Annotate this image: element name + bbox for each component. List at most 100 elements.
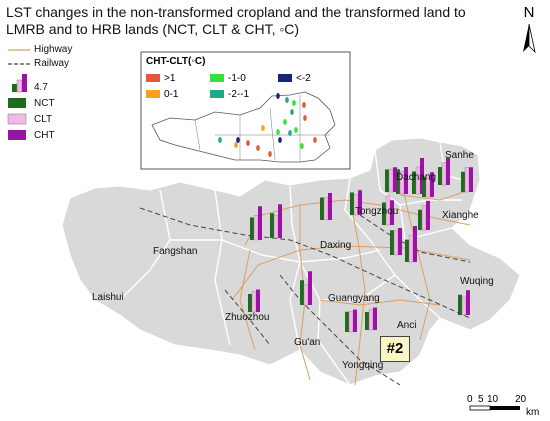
bar-group xyxy=(270,204,282,239)
bar-cht xyxy=(358,190,362,215)
north-arrow-icon xyxy=(523,23,536,54)
bar-cht xyxy=(308,271,312,305)
place-sanhe: Sanhe xyxy=(445,150,474,161)
bar-cht xyxy=(258,206,262,240)
bar-nct xyxy=(382,202,386,225)
bar-cht xyxy=(430,172,434,197)
bar-cht xyxy=(256,289,260,312)
legend-cht-swatch xyxy=(8,130,26,140)
place-anci: Anci xyxy=(397,320,417,331)
bar-cht xyxy=(466,290,470,315)
bar-nct xyxy=(300,280,304,305)
inset-class-2: <-2 xyxy=(278,73,311,84)
bar-nct xyxy=(248,294,252,312)
legend-nct-label: NCT xyxy=(34,98,55,109)
bar-cht xyxy=(393,167,397,192)
bar-nct xyxy=(422,176,426,197)
bar-group xyxy=(422,172,434,198)
inset-dot xyxy=(303,115,307,121)
bar-nct xyxy=(461,171,465,192)
bar-nct xyxy=(396,169,400,194)
inset-dot xyxy=(268,151,272,157)
bar-cht xyxy=(353,309,357,332)
inset-dot xyxy=(276,129,280,135)
bar-group xyxy=(300,271,312,306)
bar-group xyxy=(250,206,262,241)
bar-clt xyxy=(368,309,374,331)
bar-groups xyxy=(248,158,473,333)
scale-tick-20: 20 xyxy=(515,394,527,405)
scale-bar xyxy=(469,405,520,411)
railways xyxy=(139,207,471,386)
inset-dot xyxy=(246,140,250,146)
site-badge: #2 xyxy=(380,336,410,362)
bar-group xyxy=(345,309,357,333)
place-tongzhou: Tongzhou xyxy=(355,206,399,217)
bar-group xyxy=(365,307,377,331)
legend-clt-swatch xyxy=(7,113,27,125)
inset-dot xyxy=(276,93,280,99)
bar-nct xyxy=(350,192,354,215)
inset-dot xyxy=(292,100,296,106)
study-region xyxy=(61,137,521,386)
place-zhuozhou: Zhuozhou xyxy=(225,312,270,323)
bar-clt xyxy=(388,169,394,193)
inset-dot xyxy=(283,119,287,125)
scale-tick-10: 10 xyxy=(487,394,499,405)
place-dachang: Dachang xyxy=(396,172,437,183)
inset-title: CHT-CLT(◦C) xyxy=(146,56,206,67)
bar-clt xyxy=(253,215,259,241)
scale-tick-0: 0 xyxy=(467,394,473,405)
bar-nct xyxy=(345,311,349,332)
place-laishui: Laishui xyxy=(92,292,124,303)
bar-group xyxy=(461,167,473,193)
legend-bar-icon xyxy=(12,74,27,93)
bar-nct xyxy=(250,217,254,240)
place-xianghe: Xianghe xyxy=(442,210,479,221)
inset-dots xyxy=(218,93,317,157)
place-guangyang: Guangyang xyxy=(328,293,380,304)
bar-cht xyxy=(328,193,332,220)
scale-tick-5: 5 xyxy=(478,394,484,405)
bar-group xyxy=(382,195,394,226)
place-fangshan: Fangshan xyxy=(153,246,198,257)
place-wuqing: Wuqing xyxy=(460,276,494,287)
bar-group xyxy=(418,200,430,231)
inset-dot xyxy=(256,145,260,151)
bar-clt xyxy=(348,311,354,333)
bar-nct xyxy=(385,169,389,192)
legend-cht-label: CHT xyxy=(34,130,55,141)
bar-nct xyxy=(390,230,394,255)
inset-dot xyxy=(261,125,265,131)
bar-clt xyxy=(303,284,309,306)
bar-group xyxy=(405,226,417,263)
bar-clt xyxy=(323,197,329,221)
place-yongqing: Yongqing xyxy=(342,360,384,371)
bar-clt xyxy=(251,291,257,313)
legend-bar-value: 4.7 xyxy=(34,82,48,93)
inset-swatch-4 xyxy=(210,90,224,99)
bar-cht xyxy=(420,158,424,194)
bar-nct xyxy=(405,239,409,262)
bar-cht xyxy=(390,200,394,225)
inset-dot xyxy=(236,137,240,143)
bar-clt xyxy=(461,296,467,316)
inset-dot xyxy=(234,142,238,148)
inset-dot xyxy=(302,102,306,108)
inset-class-3: 0-1 xyxy=(146,89,178,100)
inset-swatch-0 xyxy=(146,74,160,83)
inset-dot xyxy=(300,143,304,149)
inset-region xyxy=(151,91,336,163)
scale-unit: km xyxy=(526,407,540,418)
bar-cht xyxy=(446,158,450,185)
legend-clt-label: CLT xyxy=(34,114,53,125)
bar-cht xyxy=(426,200,430,230)
bar-nct xyxy=(412,171,416,194)
bar-cht xyxy=(404,167,408,194)
bar-group xyxy=(458,290,470,316)
legend-railway-label: Railway xyxy=(34,58,70,69)
inset-class-4: -2--1 xyxy=(210,89,249,100)
bar-group xyxy=(438,158,450,186)
legend-nct-swatch xyxy=(8,98,26,108)
inset-dot xyxy=(285,97,289,103)
